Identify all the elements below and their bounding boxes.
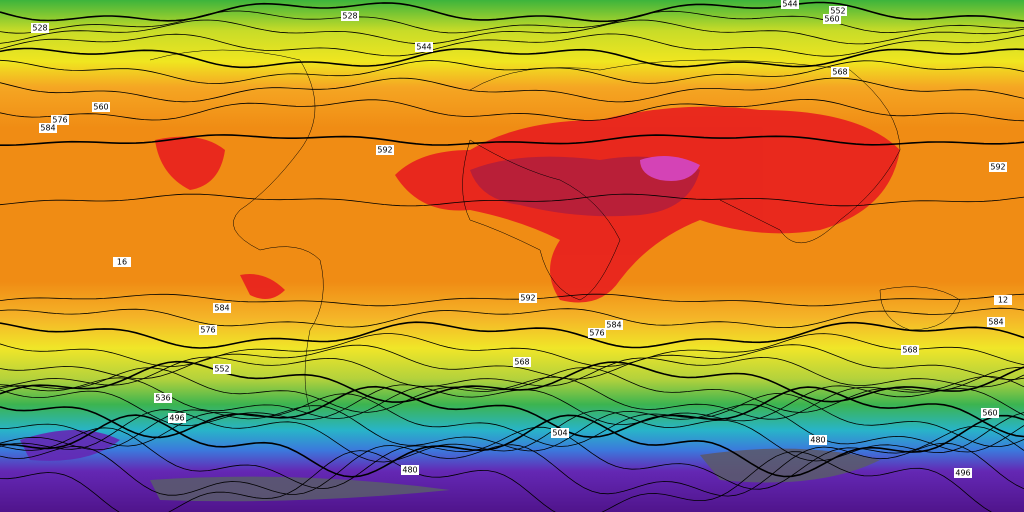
label-box [954,468,972,478]
label-box [829,6,847,16]
label-box [341,11,359,21]
label-box [376,145,394,155]
contour-line [0,384,1024,427]
label-box [981,408,999,418]
contour-line [0,33,1024,57]
contour-line [0,409,1024,463]
label-box [513,357,531,367]
label-box [92,102,110,112]
contour-label: 528 [342,12,357,21]
contour-label: 496 [169,414,184,423]
contour-line [0,450,992,512]
contour-label: 576 [52,116,67,125]
contour-line [0,1,1024,23]
contour-labels: 5285445525605285445605685765845925921659… [31,0,1012,478]
contour-line [0,98,1024,122]
label-box [831,67,849,77]
contour-label: 480 [402,466,417,475]
contour-line [0,321,1024,349]
label-box [213,364,231,374]
coastlines [149,49,961,411]
label-box [31,23,49,33]
contour-label: 504 [552,429,567,438]
contour-label: 536 [155,394,170,403]
contour-label: 568 [832,68,847,77]
contour-line [0,77,1024,103]
label-box [551,428,569,438]
label-box [51,115,69,125]
label-box [199,325,217,335]
label-box [605,320,623,330]
label-box [987,317,1005,327]
contour-label: 12 [998,296,1008,305]
label-box [994,295,1012,305]
label-box [588,328,606,338]
contour-line [0,385,1024,439]
contour-line [0,442,1024,497]
contour-line [0,10,1024,34]
contour-line [0,47,1024,69]
contour-line [0,367,1024,413]
contour-label: 576 [589,329,604,338]
contour-line [0,360,1024,403]
label-box [781,0,799,9]
contour-line [0,193,1024,207]
contour-label: 480 [810,436,825,445]
contour-label: 552 [830,7,845,16]
contour-label: 560 [824,15,839,24]
label-box [168,413,186,423]
contour-label: 16 [117,258,127,267]
contour-label: 560 [93,103,108,112]
contour-line [0,59,1024,85]
label-box [213,303,231,313]
contour-label: 584 [988,318,1003,327]
contour-label: 544 [782,0,797,9]
contour-line [0,392,1024,447]
label-box [39,123,57,133]
label-box [519,293,537,303]
contour-label: 584 [40,124,55,133]
contour-label: 528 [32,24,47,33]
contour-label: 592 [990,163,1005,172]
contour-line [0,344,1024,380]
label-box [989,162,1007,172]
contour-label: 568 [514,358,529,367]
contour-label: 560 [982,409,997,418]
contour-label: 576 [200,326,215,335]
label-box [415,42,433,52]
contour-label: 584 [214,304,229,313]
label-box [154,393,172,403]
contour-label: 592 [377,146,392,155]
contour-line [0,19,1024,45]
label-box [823,14,841,24]
contour-line [0,293,1024,307]
label-box [809,435,827,445]
contour-label: 584 [606,321,621,330]
contour-label: 592 [520,294,535,303]
contour-label: 544 [416,43,431,52]
contour-line [0,425,1024,490]
contour-label: 552 [214,365,229,374]
label-box [901,345,919,355]
label-box [113,257,131,267]
contour-label: 568 [902,346,917,355]
contour-line [0,356,1024,388]
contour-line [0,307,1024,329]
contour-line [0,414,1024,478]
contour-line [0,134,1024,146]
label-box [401,465,419,475]
contour-label: 496 [955,469,970,478]
